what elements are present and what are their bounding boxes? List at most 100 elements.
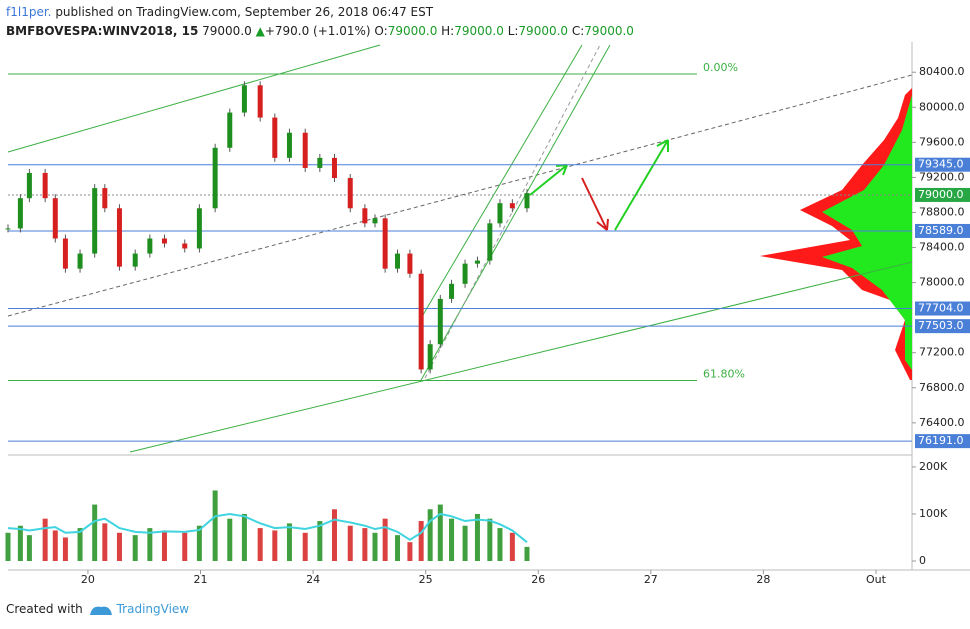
level-label-bg	[915, 223, 970, 238]
change: +790.0 (+1.01%)	[264, 24, 371, 38]
candle	[497, 203, 503, 224]
level-label-bg	[915, 301, 970, 316]
candle	[372, 218, 378, 224]
level-label: 79000.0	[918, 188, 964, 201]
candle	[382, 218, 388, 269]
y-tick-label: 77200.0	[919, 346, 965, 359]
candle	[524, 193, 530, 209]
volume-bar	[196, 525, 202, 561]
level-label: 77503.0	[918, 319, 964, 332]
volume-bar	[52, 530, 58, 561]
volume-bar	[497, 528, 503, 561]
candle	[161, 238, 167, 244]
candle	[77, 253, 83, 269]
volume-bar	[182, 532, 188, 561]
volume-bar	[382, 518, 388, 561]
ohlc: O:79000.0 H:79000.0 L:79000.0 C:79000.0	[374, 24, 634, 38]
ohlc-value: 79000.0	[518, 24, 569, 38]
arrow	[581, 177, 609, 231]
volume-bar	[77, 528, 83, 561]
published: published on TradingView.com, September …	[55, 5, 434, 19]
volume-bar	[317, 521, 323, 561]
brand: TradingView	[116, 602, 190, 616]
volume-bar	[449, 518, 455, 561]
ohlc-key: O:	[374, 24, 388, 38]
y-tick-label: 0	[919, 554, 926, 567]
volume-bar	[212, 490, 218, 561]
level-label: 78589.0	[918, 224, 964, 237]
volume-ma	[7, 512, 528, 543]
created-with: Created with	[6, 602, 83, 616]
y-tick-label: 79600.0	[919, 135, 965, 148]
candle	[462, 263, 468, 284]
level-label: 77704.0	[918, 302, 964, 315]
volume-bar	[395, 535, 401, 561]
candle	[317, 157, 323, 168]
volume-bar	[302, 532, 308, 561]
volume-bar	[26, 535, 32, 561]
level-label: 79345.0	[918, 158, 964, 171]
volume-bar	[437, 504, 443, 561]
volume-bar	[257, 528, 263, 561]
volume-bar	[227, 518, 233, 561]
candle	[62, 238, 68, 269]
x-tick-label: 21	[194, 573, 208, 586]
level-label-bg	[915, 434, 970, 449]
volume-bar	[331, 509, 337, 561]
y-tick-label: 78800.0	[919, 205, 965, 218]
candle	[509, 203, 515, 209]
symbol: BMFBOVESPA:WINV2018, 15	[6, 24, 199, 38]
brand-logo	[90, 606, 112, 615]
candle	[418, 273, 424, 370]
volume-bar	[474, 513, 480, 561]
candle	[474, 260, 480, 264]
candle	[116, 208, 122, 267]
x-tick-label: 28	[756, 573, 770, 586]
volume-bar	[407, 542, 413, 561]
volume-bar	[42, 518, 48, 561]
candle	[227, 112, 233, 148]
candle	[331, 157, 337, 179]
candle	[196, 208, 202, 249]
volume-bar	[509, 532, 515, 561]
volume-bar	[62, 537, 68, 561]
y-tick-label: 79200.0	[919, 170, 965, 183]
candle	[487, 223, 493, 261]
candle	[437, 298, 443, 345]
x-tick-label: 20	[81, 573, 95, 586]
y-tick-label: 76800.0	[919, 381, 965, 394]
candle	[272, 117, 278, 158]
x-tick-label: 24	[306, 573, 320, 586]
trend-line	[7, 74, 913, 317]
volume-bar	[102, 523, 108, 561]
candle	[182, 243, 188, 249]
candle	[102, 188, 108, 209]
volume-bar	[92, 504, 98, 561]
y-tick-label: 80000.0	[919, 100, 965, 113]
candle	[407, 253, 413, 274]
volume-bar	[347, 525, 353, 561]
candle	[395, 253, 401, 269]
level-label-bg	[915, 157, 970, 172]
level-label-bg	[915, 319, 970, 334]
level-label: 76191.0	[918, 434, 964, 447]
volume-bar	[17, 525, 23, 561]
volume-bar	[116, 532, 122, 561]
candle	[302, 132, 308, 168]
volume-bar	[487, 518, 493, 561]
candle	[147, 238, 153, 254]
y-tick-label: 78000.0	[919, 276, 965, 289]
candle	[347, 178, 353, 209]
ohlc-value: 79000.0	[584, 24, 634, 38]
trend-line	[7, 44, 381, 153]
volume-bar	[272, 530, 278, 561]
candle	[17, 198, 23, 229]
x-tick-label: Out	[866, 573, 887, 586]
y-tick-label: 76400.0	[919, 416, 965, 429]
volume-bar	[372, 532, 378, 561]
channel-line	[419, 44, 611, 383]
fib-label: 61.80%	[703, 367, 745, 380]
ohlc-key: L:	[507, 24, 519, 38]
